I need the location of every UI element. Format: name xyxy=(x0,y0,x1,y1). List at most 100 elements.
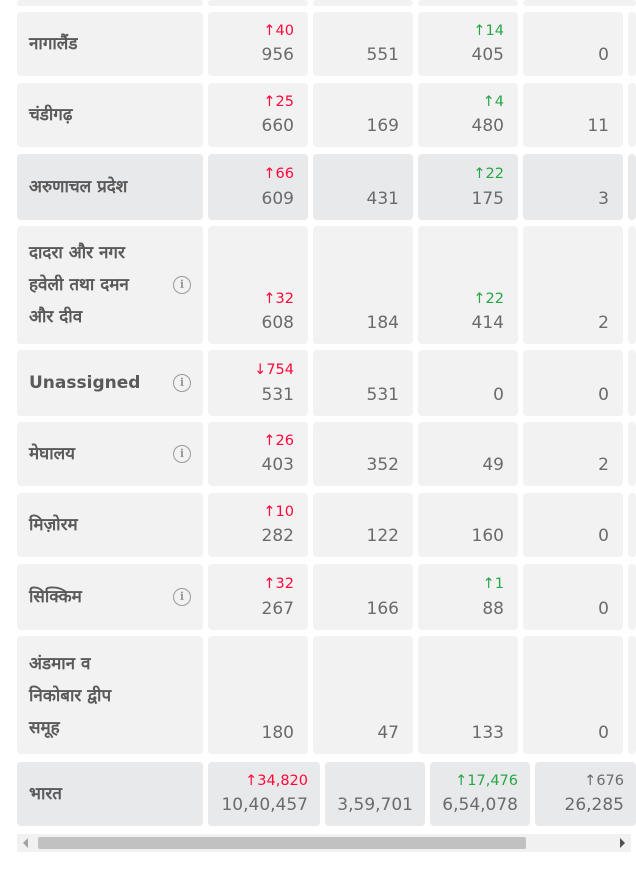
state-name-cell[interactable]: मिज़ोरम xyxy=(17,493,203,557)
deceased-value: 0 xyxy=(598,385,609,405)
recovered-value: 0 xyxy=(493,385,504,405)
state-name: मेघालय xyxy=(29,444,76,464)
recovered-cell: ↑4 480 xyxy=(418,83,518,147)
state-name-cell[interactable]: चंडीगढ़ xyxy=(17,83,203,147)
deceased-cell: 2 xyxy=(523,422,623,486)
recovered-cell: ↑22 175 xyxy=(418,154,518,220)
state-name-cell[interactable]: नागालैंड xyxy=(17,12,203,76)
active-cell: 431 xyxy=(313,154,413,220)
deceased-value: 0 xyxy=(598,45,609,65)
next-column-cell xyxy=(628,226,636,344)
recovered-delta: ↑22 xyxy=(473,291,504,307)
total-label: भारत xyxy=(29,784,62,804)
next-column-cell xyxy=(628,350,636,416)
state-name: अंडमान व निकोबार द्वीप समूह xyxy=(29,636,203,744)
deceased-value: 2 xyxy=(598,313,609,333)
state-name-cell[interactable]: अंडमान व निकोबार द्वीप समूह xyxy=(17,636,203,754)
arrow-right-icon[interactable] xyxy=(620,838,625,848)
recovered-cell: 0 xyxy=(418,350,518,416)
active-value: 122 xyxy=(366,526,399,546)
state-name-line: समूह xyxy=(29,718,60,738)
recovered-cell: ↑22 414 xyxy=(418,226,518,344)
active-value: 169 xyxy=(366,116,399,136)
recovered-cell: ↑14 405 xyxy=(418,12,518,76)
deceased-cell: 3 xyxy=(523,154,623,220)
total-confirmed-cell: ↑34,820 10,40,457 xyxy=(208,762,320,826)
confirmed-value: 180 xyxy=(261,723,294,743)
horizontal-scrollbar[interactable] xyxy=(17,834,631,852)
total-recovered-value: 6,54,078 xyxy=(442,795,518,815)
deceased-value: 3 xyxy=(598,189,609,209)
active-cell: 166 xyxy=(313,564,413,630)
state-name: चंडीगढ़ xyxy=(29,105,73,125)
total-confirmed-delta: ↑34,820 xyxy=(245,773,308,789)
confirmed-value: 282 xyxy=(261,526,294,546)
state-name: नागालैंड xyxy=(29,34,78,54)
state-name-cell[interactable]: Unassigned i xyxy=(17,350,203,416)
state-name-line: अंडमान व xyxy=(29,654,91,674)
confirmed-cell: ↑10 282 xyxy=(208,493,308,557)
info-icon[interactable]: i xyxy=(173,275,191,294)
confirmed-value: 608 xyxy=(261,313,294,333)
confirmed-cell: ↑25 660 xyxy=(208,83,308,147)
confirmed-delta: ↑32 xyxy=(263,291,294,307)
next-column-cell xyxy=(628,154,636,220)
recovered-value: 175 xyxy=(471,189,504,209)
active-value: 431 xyxy=(366,189,399,209)
active-cell: 47 xyxy=(313,636,413,754)
state-name: अरुणाचल प्रदेश xyxy=(29,177,128,197)
deceased-cell: 0 xyxy=(523,493,623,557)
confirmed-cell: ↑32 608 xyxy=(208,226,308,344)
deceased-value: 11 xyxy=(587,116,609,136)
data-cell-partial xyxy=(313,0,413,6)
arrow-left-icon[interactable] xyxy=(23,838,28,848)
data-cell-partial xyxy=(523,0,636,6)
active-cell: 352 xyxy=(313,422,413,486)
total-deceased-delta: ↑676 xyxy=(584,773,624,789)
total-label-cell: भारत xyxy=(17,762,203,826)
state-name-line: हवेली तथा दमन xyxy=(29,275,129,295)
confirmed-value: 531 xyxy=(261,385,294,405)
recovered-delta: ↑22 xyxy=(473,166,504,182)
confirmed-delta: ↑40 xyxy=(263,23,294,39)
recovered-delta: ↑1 xyxy=(482,576,504,592)
confirmed-delta: ↑66 xyxy=(263,166,294,182)
state-name-cell[interactable]: अरुणाचल प्रदेश xyxy=(17,154,203,220)
next-column-cell xyxy=(628,83,636,147)
confirmed-value: 267 xyxy=(261,599,294,619)
total-active-value: 3,59,701 xyxy=(337,795,413,815)
scrollbar-thumb[interactable] xyxy=(38,837,526,849)
state-name-line: दादरा और नगर xyxy=(29,243,125,263)
info-icon[interactable]: i xyxy=(173,444,191,463)
info-icon[interactable]: i xyxy=(173,587,191,606)
deceased-cell: 0 xyxy=(523,12,623,76)
confirmed-cell: 180 xyxy=(208,636,308,754)
confirmed-delta: ↑32 xyxy=(263,576,294,592)
active-value: 184 xyxy=(366,313,399,333)
confirmed-delta: ↑26 xyxy=(263,433,294,449)
next-column-cell xyxy=(628,12,636,76)
active-value: 166 xyxy=(366,599,399,619)
state-name-cell[interactable]: सिक्किम i xyxy=(17,564,203,630)
total-active-cell: 3,59,701 xyxy=(325,762,425,826)
state-name: Unassigned xyxy=(29,373,141,393)
recovered-value: 133 xyxy=(471,723,504,743)
state-name-cell[interactable]: दादरा और नगर हवेली तथा दमन और दीव i xyxy=(17,226,203,344)
total-confirmed-value: 10,40,457 xyxy=(221,795,308,815)
state-name: सिक्किम xyxy=(29,587,82,607)
deceased-value: 0 xyxy=(598,526,609,546)
active-cell: 122 xyxy=(313,493,413,557)
confirmed-delta: ↑25 xyxy=(263,94,294,110)
total-deceased-cell: ↑676 26,285 xyxy=(535,762,636,826)
active-value: 352 xyxy=(366,455,399,475)
confirmed-value: 660 xyxy=(261,116,294,136)
deceased-cell: 0 xyxy=(523,350,623,416)
active-cell: 169 xyxy=(313,83,413,147)
recovered-value: 405 xyxy=(471,45,504,65)
info-icon[interactable]: i xyxy=(173,373,191,392)
recovered-cell: 133 xyxy=(418,636,518,754)
confirmed-cell: ↑32 267 xyxy=(208,564,308,630)
state-name-cell[interactable]: मेघालय i xyxy=(17,422,203,486)
recovered-delta: ↑4 xyxy=(482,94,504,110)
deceased-cell: 11 xyxy=(523,83,623,147)
